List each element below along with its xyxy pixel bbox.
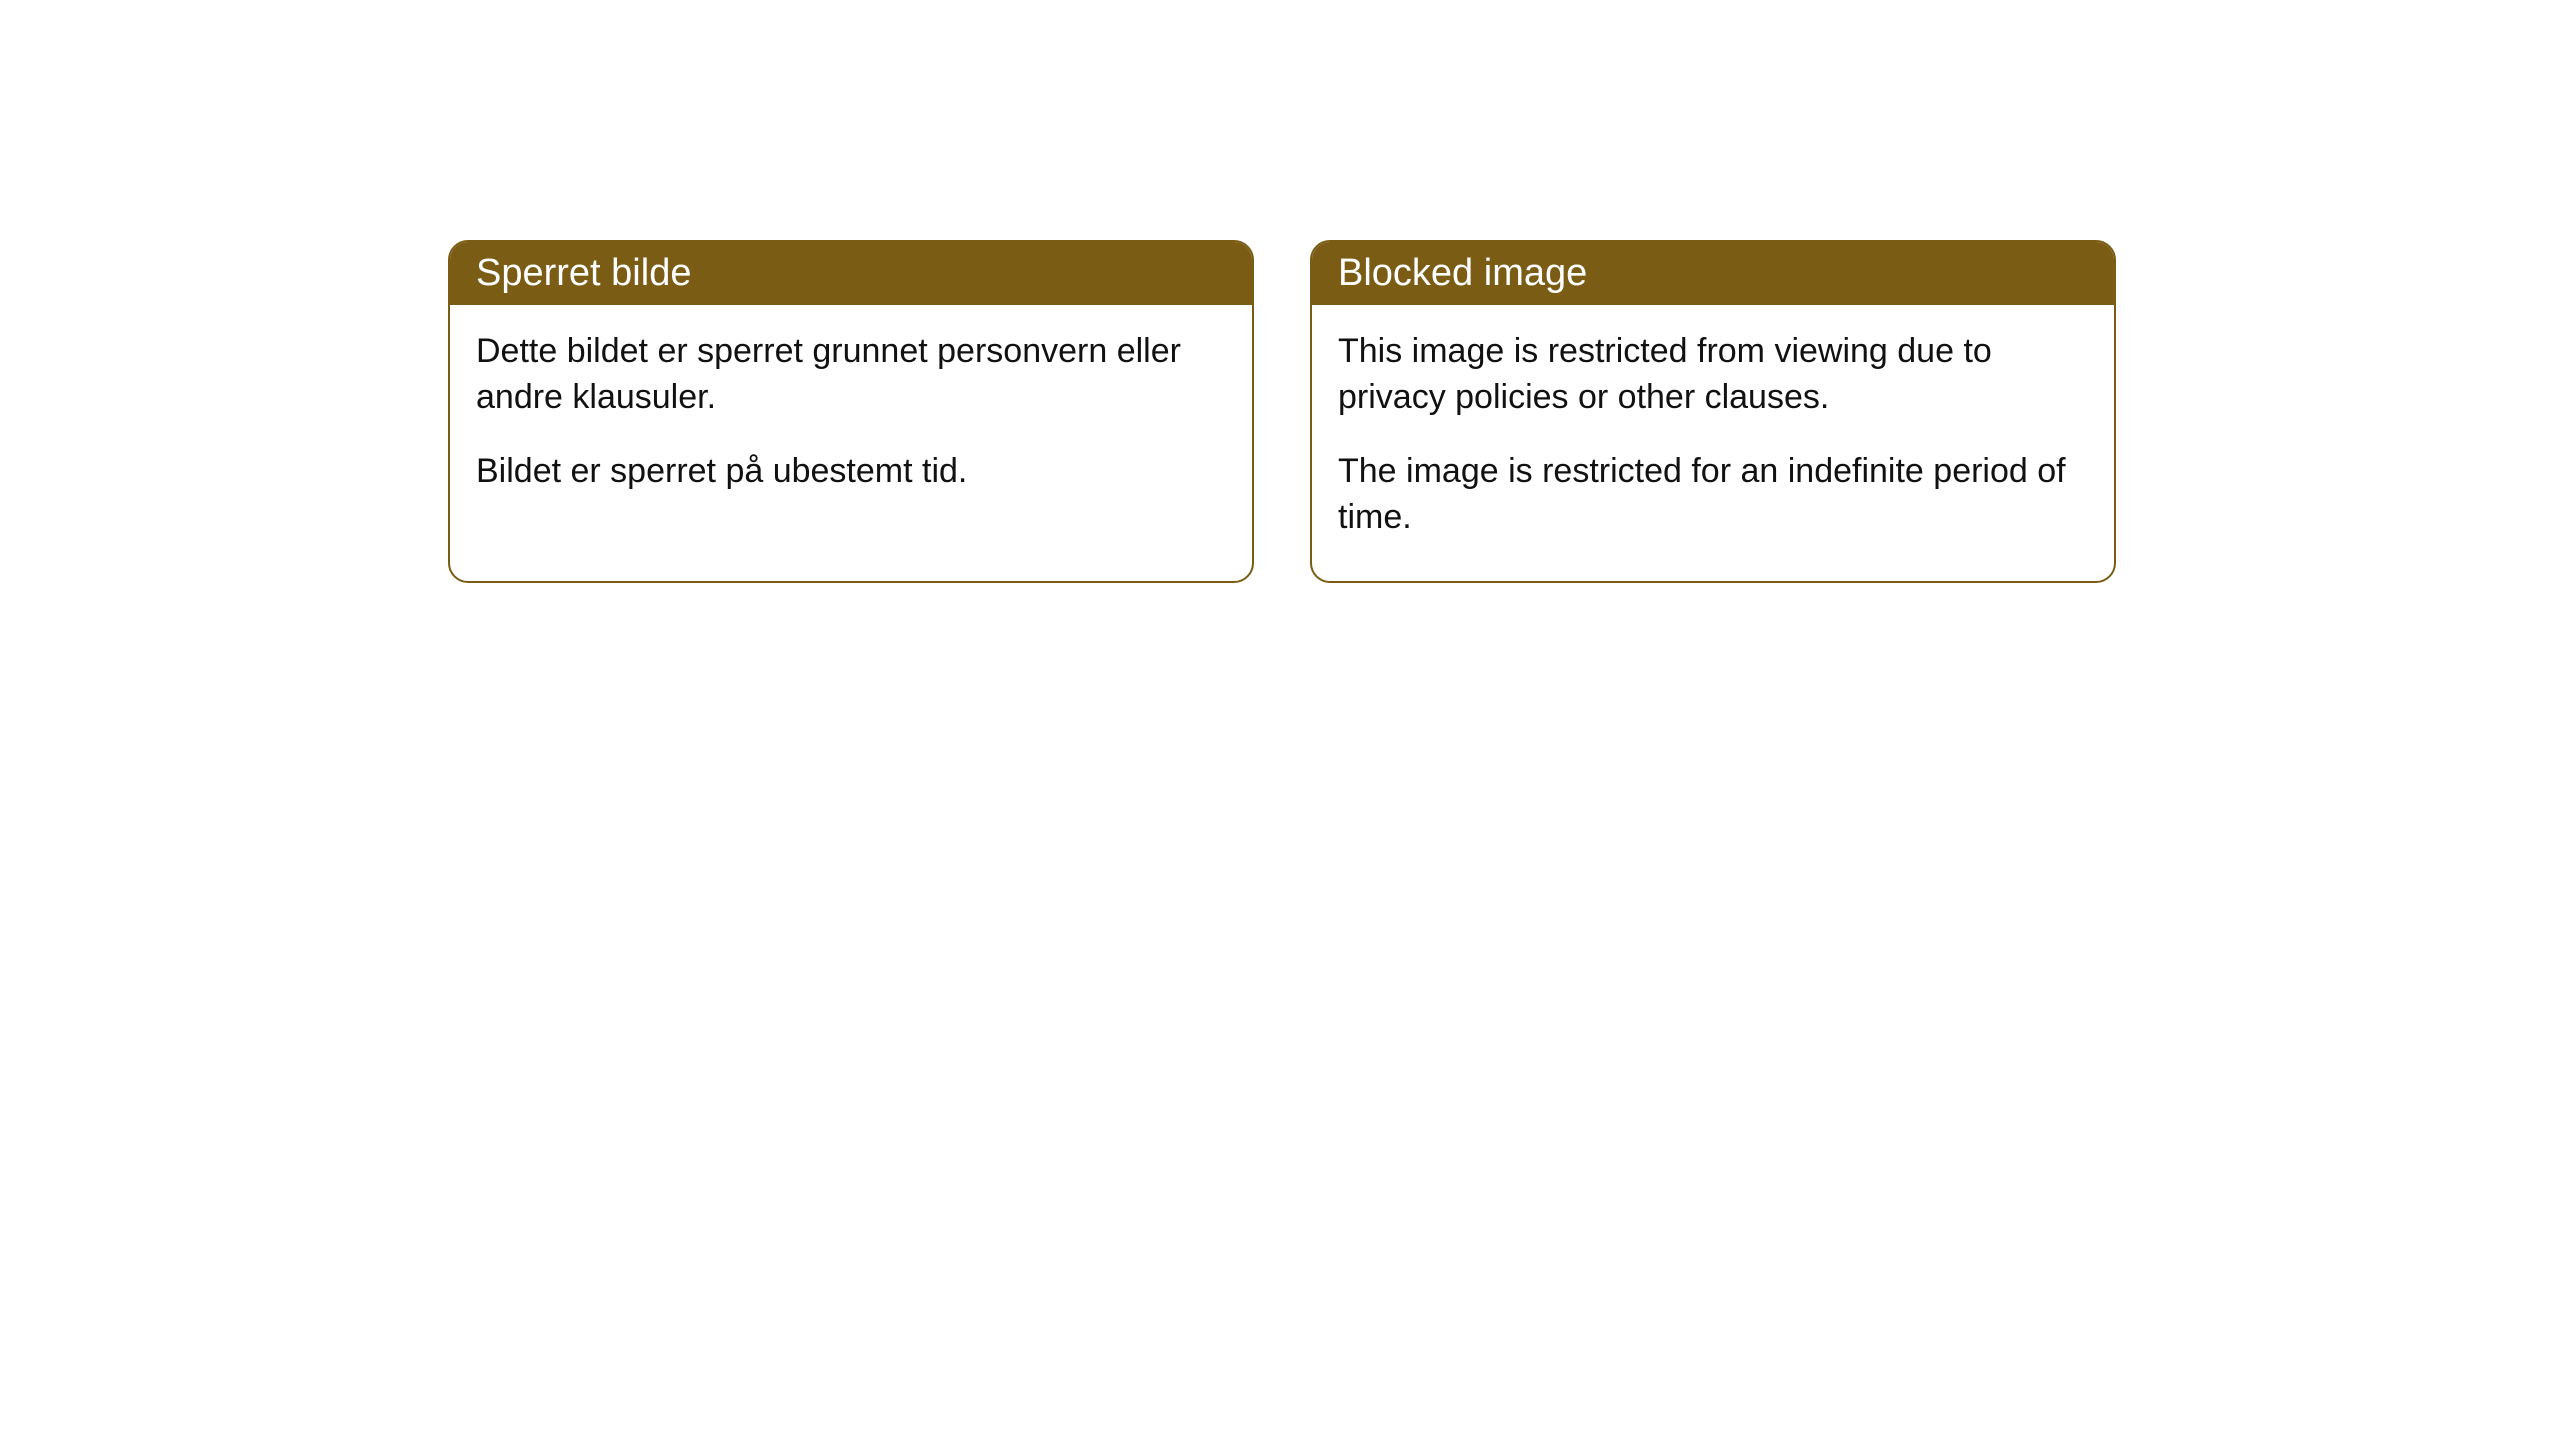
card-body: Dette bildet er sperret grunnet personve… bbox=[450, 305, 1252, 535]
card-paragraph: The image is restricted for an indefinit… bbox=[1338, 449, 2088, 541]
card-header: Sperret bilde bbox=[450, 242, 1252, 305]
notice-card-english: Blocked image This image is restricted f… bbox=[1310, 240, 2116, 583]
card-header: Blocked image bbox=[1312, 242, 2114, 305]
notice-card-norwegian: Sperret bilde Dette bildet er sperret gr… bbox=[448, 240, 1254, 583]
notice-cards-container: Sperret bilde Dette bildet er sperret gr… bbox=[448, 240, 2116, 583]
card-title: Sperret bilde bbox=[476, 252, 691, 294]
card-title: Blocked image bbox=[1338, 252, 1587, 294]
card-paragraph: Bildet er sperret på ubestemt tid. bbox=[476, 449, 1226, 495]
card-paragraph: This image is restricted from viewing du… bbox=[1338, 329, 2088, 421]
card-body: This image is restricted from viewing du… bbox=[1312, 305, 2114, 581]
card-paragraph: Dette bildet er sperret grunnet personve… bbox=[476, 329, 1226, 421]
